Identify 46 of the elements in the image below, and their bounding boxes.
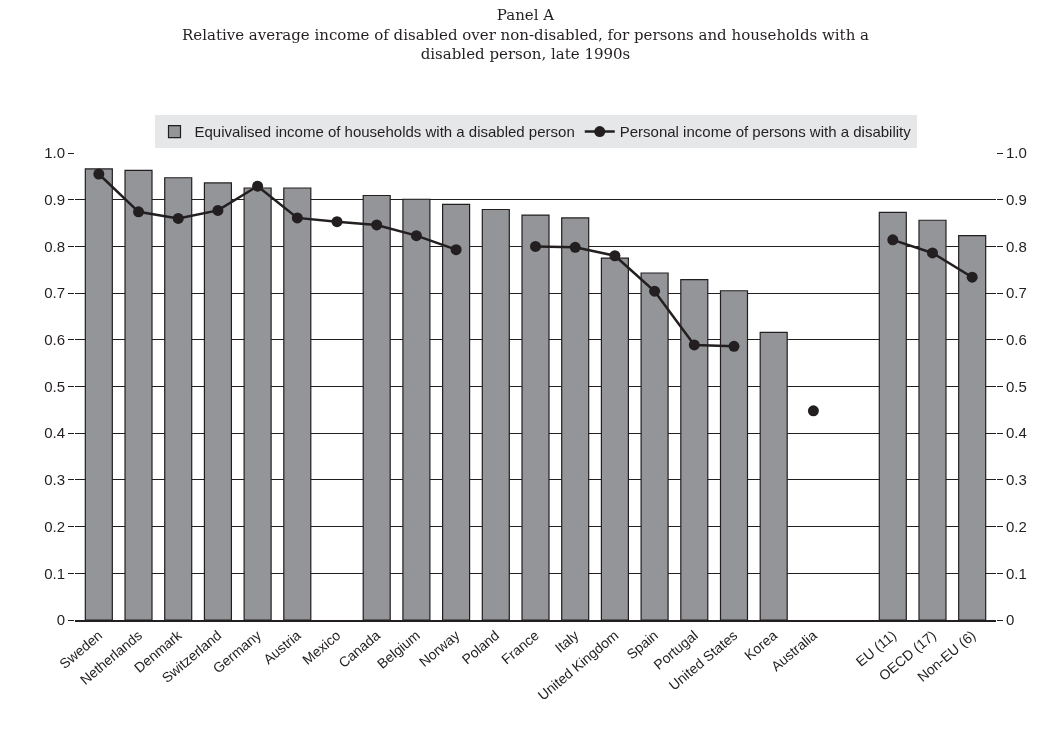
y-tick-label: 0.5: [44, 377, 65, 395]
y-tick-label: 0.2: [44, 517, 65, 535]
point: [966, 271, 978, 283]
y2-tick-label: 0: [1006, 611, 1015, 629]
point: [609, 250, 621, 262]
y-tick-label: 0.3: [44, 471, 65, 489]
y2-tick-label: 0.7: [1006, 284, 1027, 302]
point: [688, 339, 700, 351]
y-tick-label: 0.7: [44, 284, 65, 302]
point: [172, 212, 184, 224]
y-tick-label: 0: [56, 611, 65, 629]
legend-label: Personal income of persons with a disability: [619, 123, 912, 141]
y2-tick-label: 0.8: [1006, 237, 1027, 255]
point: [807, 405, 819, 417]
legend-label: Equivalised income of households with a disabled person: [194, 123, 575, 141]
y2-tick-label: 1.0: [1006, 144, 1027, 162]
y2-tick-label: 0.6: [1006, 331, 1027, 349]
point: [569, 241, 581, 253]
point: [212, 204, 224, 216]
point: [530, 240, 541, 252]
point: [331, 216, 343, 228]
point: [291, 212, 303, 224]
point: [649, 285, 661, 297]
y-tick-label: 0.6: [44, 331, 65, 349]
chart-subtitle: Relative average income of disabled over non-disabled, for persons and households with a disabled person, late 1990s: [181, 26, 870, 64]
y2-tick-label: 0.2: [1006, 517, 1027, 535]
point: [410, 230, 422, 242]
y-tick-label: 0.8: [44, 237, 65, 255]
point: [728, 340, 740, 352]
point: [887, 234, 899, 246]
point: [93, 168, 105, 180]
y2-tick-label: 0.3: [1006, 471, 1027, 489]
point: [133, 206, 145, 218]
y2-tick-label: 0.1: [1006, 564, 1027, 582]
point: [450, 244, 462, 256]
point: [371, 219, 383, 231]
y-tick-label: 0.1: [44, 564, 65, 582]
chart-title: Panel A: [496, 6, 555, 25]
y2-tick-label: 0.4: [1006, 424, 1027, 442]
y2-tick-label: 0.5: [1006, 377, 1027, 395]
y2-tick-label: 0.9: [1006, 190, 1027, 208]
y-tick-label: 0.9: [44, 190, 65, 208]
y-tick-label: 1.0: [44, 144, 65, 162]
point: [252, 180, 264, 192]
point: [926, 247, 938, 259]
y-tick-label: 0.4: [44, 424, 65, 442]
